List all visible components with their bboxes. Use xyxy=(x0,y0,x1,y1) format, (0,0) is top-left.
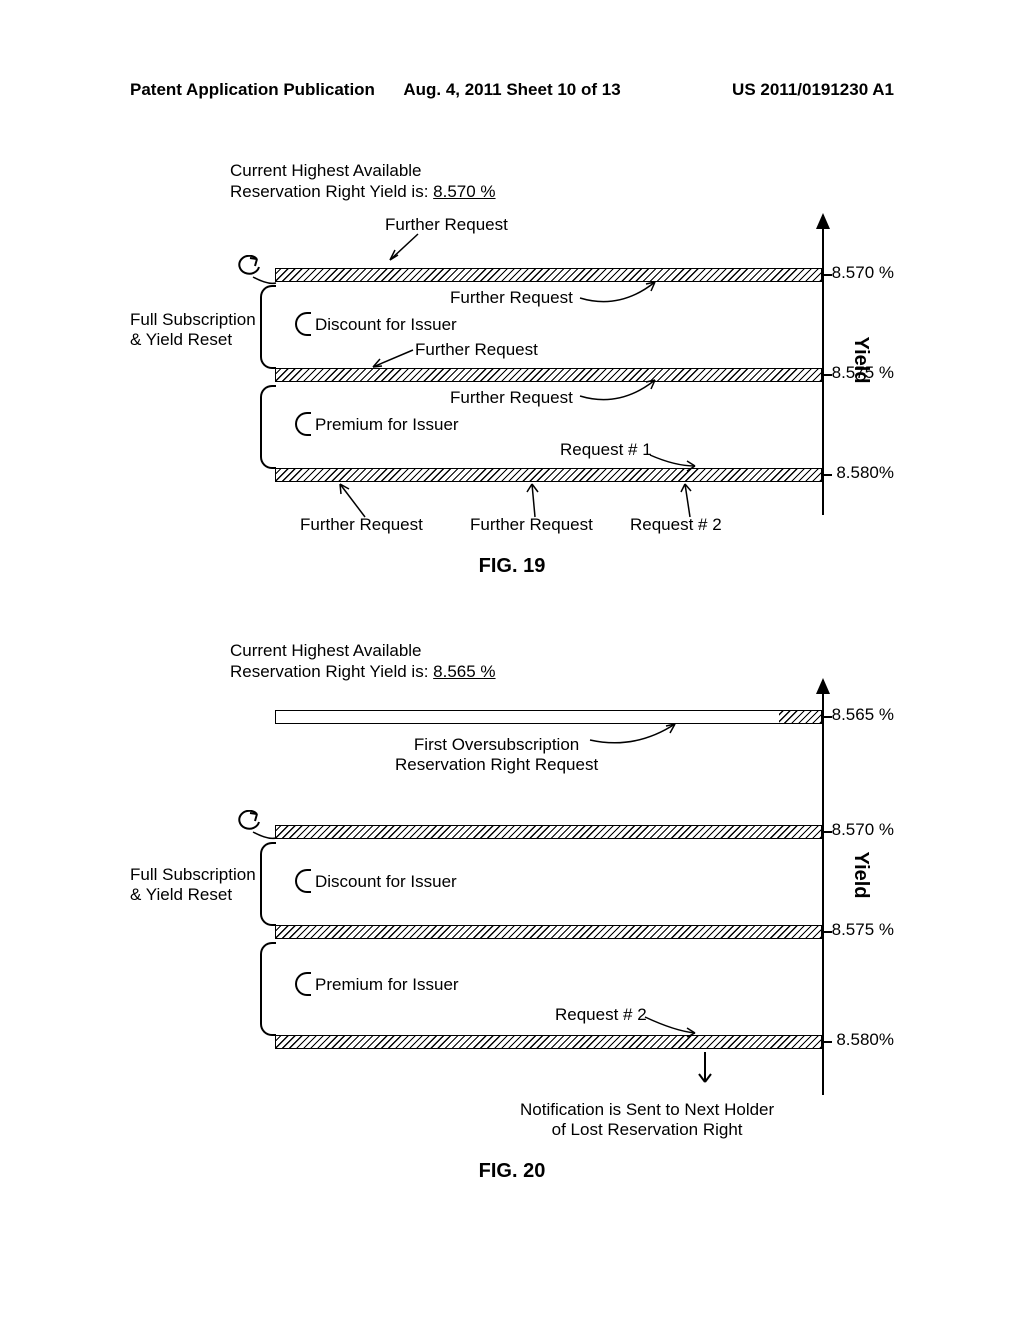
fig20-bar-1 xyxy=(275,825,822,839)
arrow-down-icon xyxy=(695,1052,715,1092)
fig19-tick-2 xyxy=(822,474,832,476)
fig20-caption: FIG. 20 xyxy=(140,1160,884,1183)
fig20-request-2: Request # 2 xyxy=(555,1005,647,1025)
fig19-discount: Discount for Issuer xyxy=(315,315,457,335)
fig20-ticklabel-1: 8.570 % xyxy=(832,820,894,840)
brace-icon xyxy=(260,285,276,369)
fig20-ticklabel-2: 8.575 % xyxy=(832,920,894,940)
page: Patent Application Publication Aug. 4, 2… xyxy=(0,0,1024,1320)
brace-icon xyxy=(295,412,311,436)
fig20-tick-0 xyxy=(822,716,832,718)
fig20-ticklabel-0: 8.565 % xyxy=(832,705,894,725)
fig20-full-subscription: Full Subscription & Yield Reset xyxy=(130,865,256,905)
fig20-title: Current Highest Available Reservation Ri… xyxy=(230,640,496,683)
fig20-row-3 xyxy=(275,1035,822,1051)
fig20-tick-1 xyxy=(822,831,832,833)
fig20-first-over: First Oversubscription Reservation Right… xyxy=(395,735,598,775)
fig19-further-request-mid3: Further Request xyxy=(450,388,573,408)
brace-icon xyxy=(295,869,311,893)
brace-icon xyxy=(295,312,311,336)
fig20-discount: Discount for Issuer xyxy=(315,872,457,892)
fig19-request-2: Request # 2 xyxy=(630,515,722,535)
fig20-notification: Notification is Sent to Next Holder of L… xyxy=(520,1100,774,1140)
fig19-premium: Premium for Issuer xyxy=(315,415,459,435)
fig20-tick-3 xyxy=(822,1041,832,1043)
brace-icon xyxy=(260,842,276,926)
fig20-ylabel: Yield xyxy=(849,851,872,898)
page-header: Patent Application Publication Aug. 4, 2… xyxy=(130,80,894,100)
header-center: Aug. 4, 2011 Sheet 10 of 13 xyxy=(130,80,894,100)
fig19-caption: FIG. 19 xyxy=(140,555,884,578)
fig19-bar-2 xyxy=(275,468,822,482)
fig20-tick-2 xyxy=(822,931,832,933)
fig19-further-request-mid2: Further Request xyxy=(415,340,538,360)
lead-line xyxy=(380,232,440,272)
fig20-row-1 xyxy=(275,825,822,841)
brace-icon xyxy=(260,942,276,1036)
brace-icon xyxy=(260,385,276,469)
arrow-up-icon xyxy=(816,213,830,229)
fig20-bar-2 xyxy=(275,925,822,939)
arrow-up-icon xyxy=(816,678,830,694)
lead-line xyxy=(590,722,680,752)
figure-19: Current Highest Available Reservation Ri… xyxy=(140,160,884,610)
fig19-request-1: Request # 1 xyxy=(560,440,652,460)
fig19-ticklabel-0: 8.570 % xyxy=(832,263,894,283)
loop-icon xyxy=(235,810,265,834)
fig19-further-request-mid1: Further Request xyxy=(450,288,573,308)
fig19-row-0 xyxy=(275,268,822,284)
fig20-premium: Premium for Issuer xyxy=(315,975,459,995)
brace-icon xyxy=(295,972,311,996)
fig20-yield-axis xyxy=(822,680,824,1095)
fig20-ticklabel-3: 8.580% xyxy=(836,1030,894,1050)
fig20-bar-3 xyxy=(275,1035,822,1049)
fig19-further-request-bot1: Further Request xyxy=(300,515,423,535)
fig19-bar-0 xyxy=(275,268,822,282)
fig20-row-0 xyxy=(275,710,822,726)
fig19-ticklabel-1: 8.575 % xyxy=(832,363,894,383)
figure-20: Current Highest Available Reservation Ri… xyxy=(140,640,884,1170)
fig19-further-request-top: Further Request xyxy=(385,215,508,235)
fig19-tick-0 xyxy=(822,274,832,276)
fig19-row-1 xyxy=(275,368,822,384)
lead-line xyxy=(580,280,660,310)
fig19-row-2 xyxy=(275,468,822,484)
fig19-title: Current Highest Available Reservation Ri… xyxy=(230,160,496,203)
fig19-yield-axis xyxy=(822,215,824,515)
fig19-tick-1 xyxy=(822,374,832,376)
fig19-further-request-bot2: Further Request xyxy=(470,515,593,535)
fig19-bar-1 xyxy=(275,368,822,382)
fig20-bar-0 xyxy=(275,710,822,724)
fig19-full-subscription: Full Subscription & Yield Reset xyxy=(130,310,256,350)
fig20-row-2 xyxy=(275,925,822,941)
loop-icon xyxy=(235,255,265,279)
fig19-ticklabel-2: 8.580% xyxy=(836,463,894,483)
